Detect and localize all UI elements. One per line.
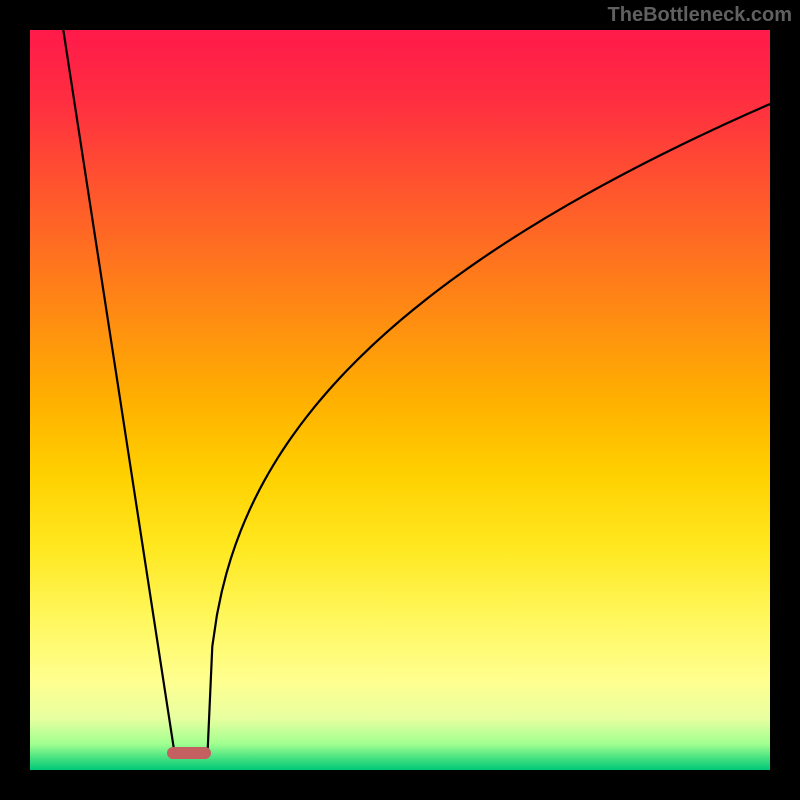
bottleneck-curve <box>30 30 770 770</box>
watermark-text: TheBottleneck.com <box>608 4 792 27</box>
optimal-marker <box>167 747 211 759</box>
plot-area <box>30 30 770 770</box>
chart-container: TheBottleneck.com <box>0 0 800 800</box>
